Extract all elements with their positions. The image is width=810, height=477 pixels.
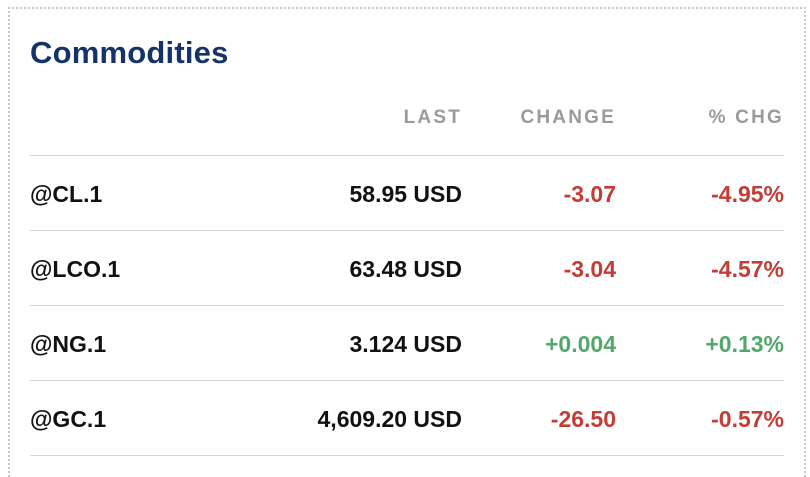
last-price: 3.124 USD xyxy=(349,331,462,357)
header-change: CHANGE xyxy=(520,107,616,128)
table-row[interactable]: @LCO.1 63.48 USD -3.04 -4.57% xyxy=(30,231,784,306)
table-header: LAST CHANGE % CHG xyxy=(30,97,784,156)
commodities-widget: Commodities LAST CHANGE % CHG @CL.1 58.9… xyxy=(8,7,806,477)
header-pct-change: % CHG xyxy=(708,107,784,128)
pct-change-value: -4.95% xyxy=(711,181,784,207)
symbol-link[interactable]: @NG.1 xyxy=(30,331,107,357)
header-last: LAST xyxy=(403,107,462,128)
last-price: 63.48 USD xyxy=(349,256,462,282)
widget-title: Commodities xyxy=(30,35,229,70)
change-value: -3.04 xyxy=(563,256,616,282)
pct-change-value: +0.13% xyxy=(705,331,784,357)
last-price: 58.95 USD xyxy=(349,181,462,207)
pct-change-value: -4.57% xyxy=(711,256,784,282)
table-row[interactable]: @CL.1 58.95 USD -3.07 -4.95% xyxy=(30,156,784,231)
pct-change-value: -0.57% xyxy=(711,406,784,432)
symbol-link[interactable]: @CL.1 xyxy=(30,181,103,207)
last-price: 4,609.20 USD xyxy=(317,406,462,432)
change-value: -3.07 xyxy=(563,181,616,207)
table-row[interactable]: @NG.1 3.124 USD +0.004 +0.13% xyxy=(30,306,784,381)
symbol-link[interactable]: @GC.1 xyxy=(30,406,107,432)
table-row[interactable]: @GC.1 4,609.20 USD -26.50 -0.57% xyxy=(30,381,784,456)
change-value: -26.50 xyxy=(550,406,616,432)
change-value: +0.004 xyxy=(545,331,616,357)
symbol-link[interactable]: @LCO.1 xyxy=(30,256,121,282)
commodities-table: LAST CHANGE % CHG @CL.1 58.95 USD -3.07 … xyxy=(30,97,784,456)
